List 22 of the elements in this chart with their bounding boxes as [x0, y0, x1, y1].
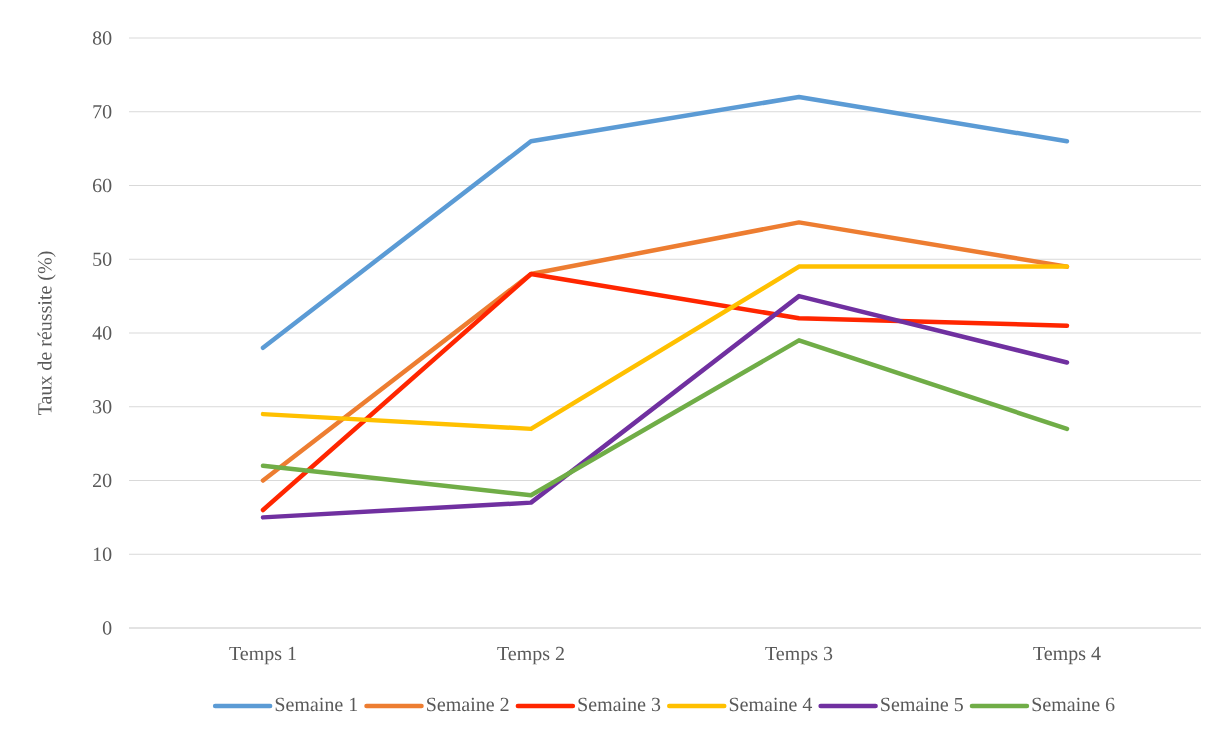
legend-label: Semaine 1: [275, 697, 358, 712]
y-tick-label: 20: [93, 473, 112, 488]
y-tick-label: 70: [93, 105, 112, 119]
legend-label: Semaine 2: [427, 697, 509, 712]
y-tick-label: 10: [93, 547, 112, 561]
y-axis-title: Taux de réussite (%): [37, 251, 56, 415]
y-tick-label: 50: [93, 252, 112, 266]
x-tick-label: Temps 4: [1033, 646, 1101, 665]
legend-label: Semaine 4: [729, 697, 813, 712]
y-tick-label: 80: [92, 31, 112, 45]
x-tick-label: Temps 2: [497, 646, 564, 665]
legend-label: Semaine 6: [1032, 697, 1115, 712]
line-series: [260, 338, 1070, 498]
y-tick-label: 40: [92, 326, 112, 340]
y-tick-label: 30: [93, 400, 112, 414]
y-tick-label: 0: [102, 621, 112, 635]
x-tick-label: Temps 1: [229, 646, 296, 665]
line-series: [260, 220, 1070, 483]
y-tick-label: 60: [93, 178, 112, 193]
x-tick-label: Temps 3: [765, 646, 833, 665]
legend-label: Semaine 5: [881, 697, 963, 712]
legend-label: Semaine 3: [578, 697, 661, 712]
